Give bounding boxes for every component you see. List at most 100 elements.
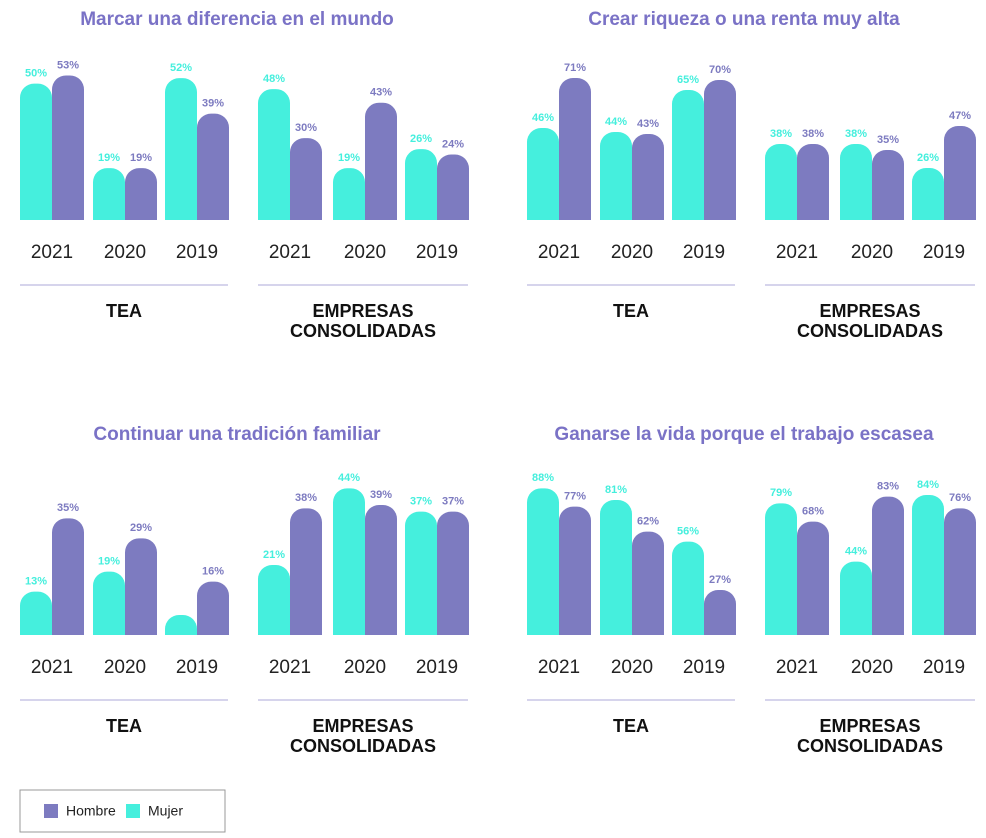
group-label: TEA xyxy=(106,716,142,736)
value-label: 19% xyxy=(130,152,152,164)
group-label: TEA xyxy=(106,301,142,321)
bar xyxy=(559,78,591,220)
x-tick-label: 2019 xyxy=(683,657,725,678)
bar xyxy=(52,75,84,220)
value-label: 38% xyxy=(295,492,317,504)
bar xyxy=(197,581,229,635)
bar xyxy=(258,89,290,220)
panel-title: Crear riqueza o una renta muy alta xyxy=(588,9,900,30)
bar xyxy=(405,149,437,220)
value-label: 19% xyxy=(98,556,120,568)
x-tick-label: 2019 xyxy=(416,242,458,263)
x-tick-label: 2019 xyxy=(923,657,965,678)
group-label: EMPRESAS CONSOLIDADAS xyxy=(796,301,943,341)
value-label: 68% xyxy=(802,506,824,518)
x-tick-label: 2019 xyxy=(176,242,218,263)
bar xyxy=(437,511,469,635)
value-label: 70% xyxy=(709,64,731,76)
value-label: 21% xyxy=(263,549,285,561)
bar xyxy=(840,561,872,635)
group-label: EMPRESAS CONSOLIDADAS xyxy=(796,716,943,756)
value-label: 38% xyxy=(802,128,824,140)
value-label: 81% xyxy=(605,484,627,496)
x-tick-label: 2020 xyxy=(104,242,146,263)
value-label: 50% xyxy=(25,68,47,80)
value-label: 29% xyxy=(130,522,152,534)
value-label: 77% xyxy=(564,491,586,503)
bar xyxy=(912,168,944,220)
x-tick-label: 2021 xyxy=(538,242,580,263)
panel-title: Marcar una diferencia en el mundo xyxy=(80,9,394,30)
legend-label: Mujer xyxy=(148,803,183,819)
bar xyxy=(944,126,976,220)
bar xyxy=(797,521,829,635)
bar xyxy=(125,538,157,635)
x-tick-label: 2021 xyxy=(776,657,818,678)
bar xyxy=(20,591,52,635)
bar xyxy=(797,144,829,220)
value-label: 30% xyxy=(295,122,317,134)
bar xyxy=(125,168,157,220)
legend-swatch xyxy=(126,804,140,818)
bar xyxy=(93,571,125,635)
bar xyxy=(672,90,704,220)
bar xyxy=(672,541,704,635)
bar xyxy=(872,496,904,635)
x-tick-label: 2019 xyxy=(683,242,725,263)
panel-title: Continuar una tradición familiar xyxy=(93,424,381,445)
value-label: 26% xyxy=(917,152,939,164)
value-label: 83% xyxy=(877,481,899,493)
value-label: 79% xyxy=(770,487,792,499)
bar xyxy=(632,134,664,220)
bar xyxy=(527,128,559,220)
bar xyxy=(365,102,397,220)
value-label: 27% xyxy=(709,574,731,586)
value-label: 84% xyxy=(917,479,939,491)
bar xyxy=(559,506,591,635)
value-label: 37% xyxy=(410,496,432,508)
bar xyxy=(405,511,437,635)
x-tick-label: 2020 xyxy=(104,657,146,678)
x-tick-label: 2020 xyxy=(344,242,386,263)
value-label: 56% xyxy=(677,526,699,538)
value-label: 44% xyxy=(338,472,360,484)
value-label: 65% xyxy=(677,74,699,86)
group-label: EMPRESAS CONSOLIDADAS xyxy=(289,301,436,341)
x-tick-label: 2019 xyxy=(416,657,458,678)
value-label: 62% xyxy=(637,516,659,528)
value-label: 76% xyxy=(949,492,971,504)
value-label: 43% xyxy=(637,118,659,130)
value-label: 88% xyxy=(532,472,554,484)
x-tick-label: 2021 xyxy=(776,242,818,263)
bar xyxy=(765,503,797,635)
bar xyxy=(840,144,872,220)
value-label: 19% xyxy=(98,152,120,164)
value-label: 39% xyxy=(370,489,392,501)
x-tick-label: 2020 xyxy=(851,657,893,678)
bar xyxy=(600,132,632,220)
value-label: 71% xyxy=(564,62,586,74)
x-tick-label: 2021 xyxy=(269,242,311,263)
bar xyxy=(704,80,736,220)
bar xyxy=(365,505,397,635)
value-label: 44% xyxy=(845,546,867,558)
bar xyxy=(632,531,664,635)
legend-box xyxy=(19,789,226,833)
legend-swatch xyxy=(44,804,58,818)
bar xyxy=(872,150,904,220)
value-label: 35% xyxy=(57,502,79,514)
bar xyxy=(290,508,322,635)
bar xyxy=(290,138,322,220)
value-label: 53% xyxy=(57,59,79,71)
group-label: EMPRESAS CONSOLIDADAS xyxy=(289,716,436,756)
bar xyxy=(20,83,52,221)
value-label: 37% xyxy=(442,496,464,508)
panel-title: Ganarse la vida porque el trabajo escase… xyxy=(554,424,934,445)
value-label: 43% xyxy=(370,87,392,99)
x-tick-label: 2021 xyxy=(269,657,311,678)
x-tick-label: 2019 xyxy=(176,657,218,678)
value-label: 24% xyxy=(442,138,464,150)
value-label: 16% xyxy=(202,566,224,578)
